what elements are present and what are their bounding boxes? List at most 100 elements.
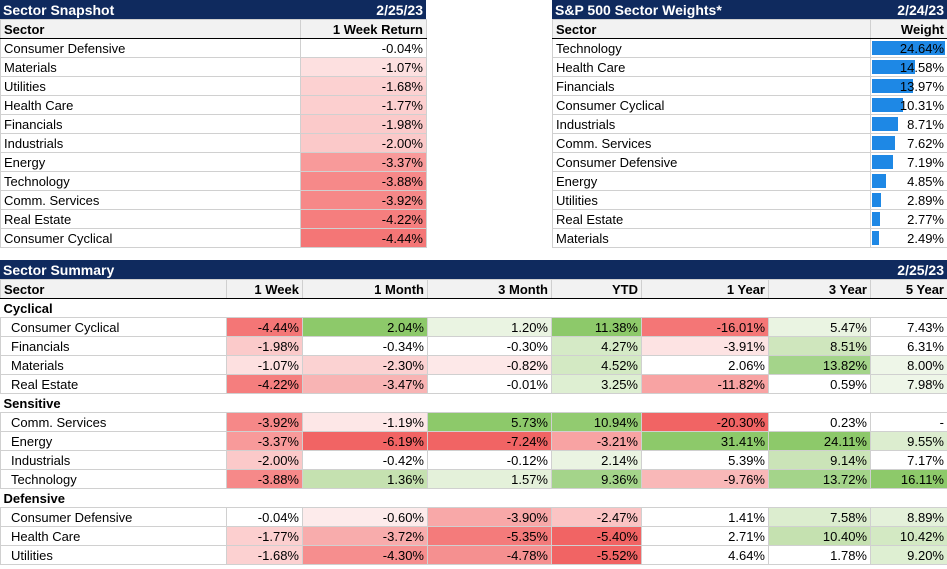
weight-cell: 4.85% [870, 171, 947, 191]
value-cell: -4.78% [427, 545, 552, 565]
table-row: Consumer Cyclical -4.44% 2.04% 1.20% 11.38% -… [0, 317, 947, 337]
value-cell: 10.40% [768, 526, 871, 546]
weight-cell: 14.58% [870, 57, 947, 77]
value-cell: 8.51% [768, 336, 871, 356]
value-cell: -9.76% [641, 469, 769, 489]
group-row: Defensive [0, 488, 947, 508]
weight-value: 10.31% [899, 97, 944, 113]
value-cell: -2.00% [226, 450, 303, 470]
table-row: Technology 24.64% [552, 38, 947, 58]
weight-value: 13.97% [899, 78, 944, 94]
value-cell: -3.72% [302, 526, 428, 546]
table-row: Comm. Services -3.92% -1.19% 5.73% 10.94% -20… [0, 412, 947, 432]
value-cell: 5.39% [641, 450, 769, 470]
value-cell: 13.72% [768, 469, 871, 489]
sector-name-cell: Financials [0, 114, 301, 134]
snapshot-date: 2/25/23 [376, 1, 423, 18]
table-row: Health Care 14.58% [552, 57, 947, 77]
snapshot-header-row: Sector 1 Week Return [0, 19, 427, 39]
value-cell: 7.58% [768, 507, 871, 527]
value-cell: -1.77% [226, 526, 303, 546]
table-row: Utilities -1.68% -4.30% -4.78% -5.52% 4.64% 1.… [0, 545, 947, 565]
value-cell: 2.04% [302, 317, 428, 337]
sector-name-cell: Materials [0, 355, 227, 375]
sector-name-cell: Industrials [0, 450, 227, 470]
return-cell: -3.88% [300, 171, 427, 191]
value-cell: 2.71% [641, 526, 769, 546]
table-row: Consumer Cyclical -4.44% [0, 228, 427, 248]
value-cell: 9.14% [768, 450, 871, 470]
sector-name-cell: Energy [0, 431, 227, 451]
weight-cell: 13.97% [870, 76, 947, 96]
value-cell: -4.44% [226, 317, 303, 337]
summary-header-period: 3 Year [768, 279, 871, 299]
summary-titlebar: Sector Summary 2/25/23 [0, 260, 947, 279]
sector-name-cell: Consumer Defensive [0, 38, 301, 58]
weight-cell: 10.31% [870, 95, 947, 115]
table-row: Materials -1.07% -2.30% -0.82% 4.52% 2.06% 13.… [0, 355, 947, 375]
summary-table: Sector 1 Week 1 Month 3 Month YTD 1 Year 3 Yea… [0, 279, 947, 565]
sector-name-cell: Materials [552, 228, 871, 248]
value-cell: -7.24% [427, 431, 552, 451]
return-cell: -1.68% [300, 76, 427, 96]
weight-value: 2.49% [907, 230, 944, 246]
value-cell: 10.42% [870, 526, 947, 546]
value-cell: -3.91% [641, 336, 769, 356]
weight-bar [872, 212, 881, 226]
value-cell: 1.41% [641, 507, 769, 527]
table-row: Financials 13.97% [552, 76, 947, 96]
weight-bar [872, 79, 914, 93]
value-cell: 31.41% [641, 431, 769, 451]
value-cell: -20.30% [641, 412, 769, 432]
summary-header-period: 1 Month [302, 279, 428, 299]
weight-bar [872, 193, 881, 207]
table-row: Materials 2.49% [552, 228, 947, 248]
summary-body: Cyclical Consumer Cyclical -4.44% 2.04% 1.20… [0, 298, 947, 565]
value-cell: 4.64% [641, 545, 769, 565]
table-row: Real Estate -4.22% -3.47% -0.01% 3.25% -11.82… [0, 374, 947, 394]
value-cell: 7.98% [870, 374, 947, 394]
value-cell: 1.78% [768, 545, 871, 565]
snapshot-header-sector: Sector [0, 19, 301, 39]
value-cell: 2.06% [641, 355, 769, 375]
summary-header-sector: Sector [0, 279, 227, 299]
sector-name-cell: Health Care [0, 526, 227, 546]
sector-name-cell: Industrials [552, 114, 871, 134]
table-row: Comm. Services -3.92% [0, 190, 427, 210]
group-label: Defensive [0, 488, 947, 508]
weights-title: S&P 500 Sector Weights* [555, 1, 722, 18]
sector-name-cell: Comm. Services [0, 190, 301, 210]
weight-cell: 2.77% [870, 209, 947, 229]
table-row: Industrials -2.00% -0.42% -0.12% 2.14% 5.39% 9… [0, 450, 947, 470]
weight-value: 2.77% [907, 211, 944, 227]
weights-body: Technology 24.64% Health Care 14.58% Financi… [552, 38, 947, 248]
value-cell: 24.11% [768, 431, 871, 451]
weight-bar [872, 155, 894, 169]
table-row: Consumer Defensive -0.04% [0, 38, 427, 58]
weight-value: 7.19% [907, 154, 944, 170]
weight-cell: 2.89% [870, 190, 947, 210]
value-cell: -0.04% [226, 507, 303, 527]
value-cell: - [870, 412, 947, 432]
weight-bar [872, 117, 898, 131]
snapshot-body: Consumer Defensive -0.04% Materials -1.07% U… [0, 38, 427, 248]
value-cell: -0.82% [427, 355, 552, 375]
value-cell: -3.37% [226, 431, 303, 451]
sector-name-cell: Utilities [0, 545, 227, 565]
table-row: Energy -3.37% -6.19% -7.24% -3.21% 31.41% 24.1… [0, 431, 947, 451]
value-cell: 9.55% [870, 431, 947, 451]
sector-name-cell: Health Care [0, 95, 301, 115]
sector-name-cell: Utilities [0, 76, 301, 96]
value-cell: 1.20% [427, 317, 552, 337]
value-cell: -3.21% [551, 431, 642, 451]
weight-bar [872, 41, 945, 55]
table-row: Energy 4.85% [552, 171, 947, 191]
value-cell: -4.22% [226, 374, 303, 394]
table-row: Consumer Cyclical 10.31% [552, 95, 947, 115]
table-row: Health Care -1.77% [0, 95, 427, 115]
summary-header-period: 1 Year [641, 279, 769, 299]
value-cell: 5.47% [768, 317, 871, 337]
value-cell: -5.35% [427, 526, 552, 546]
sector-name-cell: Utilities [552, 190, 871, 210]
sector-name-cell: Financials [0, 336, 227, 356]
